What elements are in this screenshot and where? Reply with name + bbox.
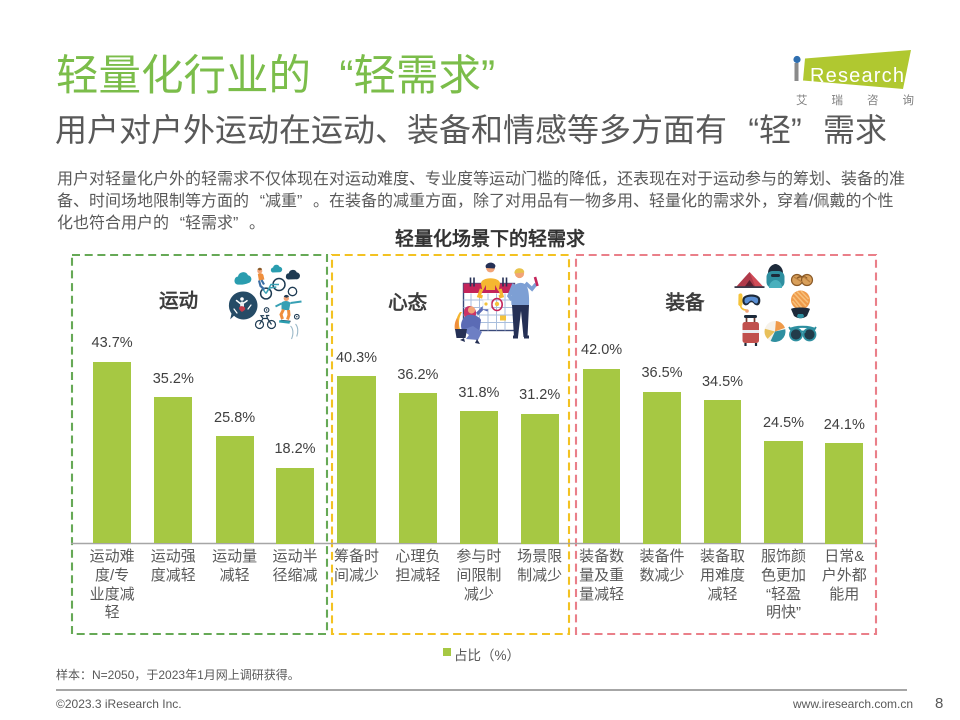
svg-text:艾瑞咨询: 艾瑞咨询 [796,93,930,107]
svg-text:Research: Research [810,65,905,87]
